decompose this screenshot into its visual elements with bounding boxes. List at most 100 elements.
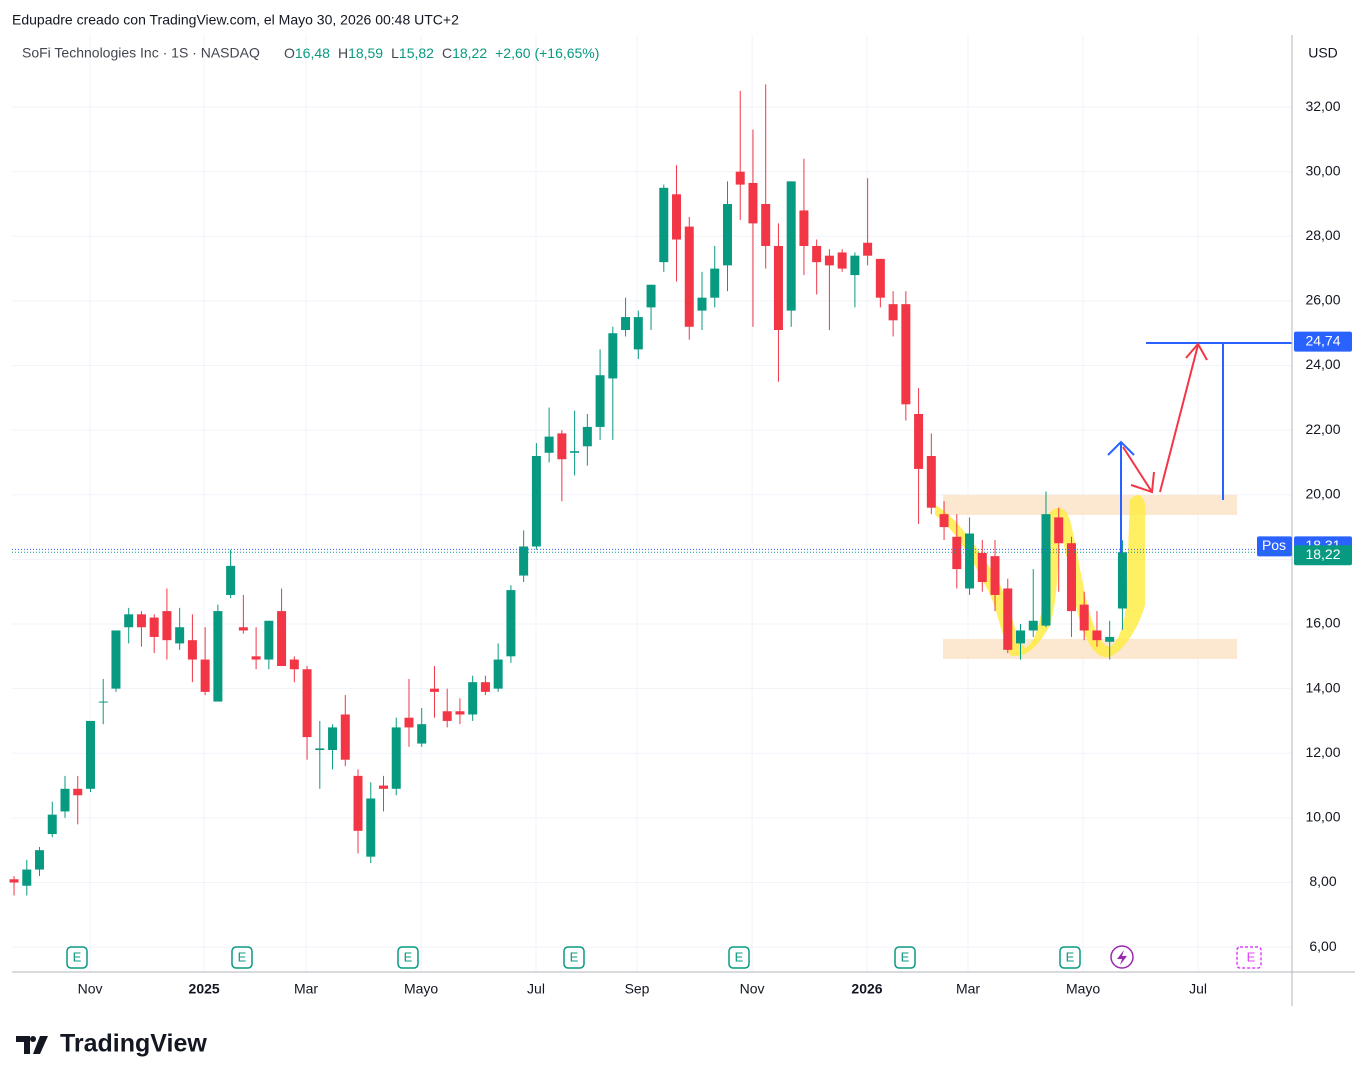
- y-tick-label: 8,00: [1309, 873, 1336, 889]
- candle-body: [582, 426, 592, 447]
- candle-body: [251, 656, 261, 660]
- candle-body: [213, 611, 223, 702]
- y-tick-label: 32,00: [1305, 98, 1340, 114]
- legend-item: C: [442, 45, 452, 61]
- candle-body: [187, 640, 197, 660]
- candle-body: [47, 814, 57, 835]
- legend-item: 18,59: [348, 45, 383, 61]
- frame: [12, 35, 1355, 1006]
- candle-body: [60, 788, 70, 812]
- header: Edupadre creado con TradingView.com, el …: [12, 12, 459, 28]
- price-tag-label: 18,22: [1305, 546, 1340, 562]
- earnings-icon: [231, 946, 253, 969]
- candle-body: [442, 711, 452, 721]
- resistance-zone: [943, 495, 1237, 515]
- candle-body: [544, 436, 554, 453]
- candle-body: [914, 414, 924, 469]
- candle-body: [1041, 514, 1051, 626]
- x-tick-label: Sep: [625, 981, 650, 997]
- candle-body: [85, 720, 95, 789]
- earnings-icon: [894, 946, 916, 969]
- candle-body: [136, 614, 146, 628]
- y-tick-label: 30,00: [1305, 162, 1340, 178]
- x-tick-label: Jul: [1189, 981, 1207, 997]
- candle-body: [939, 514, 949, 528]
- x-tick-label: Mayo: [404, 981, 438, 997]
- y-tick-label: 6,00: [1309, 938, 1336, 954]
- candle-body: [73, 788, 83, 796]
- candle-body: [1016, 630, 1026, 644]
- y-tick-label: 14,00: [1305, 679, 1340, 695]
- candle-body: [238, 627, 248, 631]
- earnings-label: E: [901, 949, 910, 964]
- earnings-icon: [1059, 946, 1081, 969]
- legend-item: H: [338, 45, 348, 61]
- candle-body: [98, 701, 108, 703]
- candle-body: [162, 611, 172, 641]
- y-tick-label: 24,00: [1305, 356, 1340, 372]
- candle-body: [1092, 630, 1102, 641]
- candle-body: [965, 533, 975, 589]
- candle-body: [1066, 543, 1076, 612]
- candle-body: [659, 187, 669, 263]
- candle-body: [850, 255, 860, 276]
- arrows: [1107, 342, 1292, 553]
- candle-body: [621, 317, 631, 330]
- split-bolt: [1117, 950, 1127, 965]
- candle-body: [455, 711, 465, 715]
- candle-body: [1105, 636, 1115, 642]
- candle-body: [875, 258, 885, 298]
- candle-body: [863, 242, 873, 256]
- candle-body: [379, 785, 389, 789]
- ohlc-legend: O16,48 H18,59 L15,82 C18,22 +2,60 (+16,65%): [284, 45, 599, 61]
- red-arrow: [1122, 446, 1153, 493]
- red-arrow-head: [1130, 471, 1155, 494]
- candle-body: [595, 375, 605, 427]
- candle-body: [824, 255, 834, 266]
- candle-body: [570, 451, 580, 453]
- y-tick-label: 20,00: [1305, 485, 1340, 501]
- candle-body: [506, 590, 516, 657]
- candle-body: [926, 456, 936, 508]
- legend-item: 16,48: [295, 45, 330, 61]
- price-tag: [1294, 331, 1352, 352]
- blue-arrow-head: [1107, 440, 1135, 456]
- candle-body: [710, 268, 720, 298]
- earnings-label: E: [404, 949, 413, 964]
- candle-body: [1079, 604, 1089, 631]
- price-tag: [1294, 545, 1352, 566]
- x-tick-label: Mayo: [1066, 981, 1100, 997]
- earnings-label: E: [73, 949, 82, 964]
- candle-body: [289, 659, 299, 670]
- earnings-label: E: [1066, 949, 1075, 964]
- candle-body: [786, 181, 796, 311]
- candle-body: [837, 252, 847, 269]
- y-tick-label: 12,00: [1305, 744, 1340, 760]
- candle-body: [353, 775, 363, 831]
- candle-body: [977, 552, 987, 583]
- candle-body: [799, 210, 809, 246]
- earnings-icon: [728, 946, 750, 969]
- y-tick-label: 26,00: [1305, 292, 1340, 308]
- candle-body: [149, 617, 159, 637]
- earnings-label: E: [735, 949, 744, 964]
- x-tick-label: Nov: [78, 981, 103, 997]
- candle-body: [417, 724, 427, 744]
- dividend-icon: [1236, 946, 1262, 969]
- earnings-icon: [563, 946, 585, 969]
- candle-body: [226, 565, 236, 595]
- earnings-icon: [66, 946, 88, 969]
- candle-body: [901, 304, 911, 405]
- candles: [9, 84, 1127, 896]
- candle-body: [124, 614, 134, 628]
- candle-body: [735, 171, 745, 185]
- candle-body: [264, 620, 274, 660]
- candle-body: [748, 182, 758, 224]
- candle-body: [391, 727, 401, 789]
- earnings-label: E: [570, 949, 579, 964]
- candle-body: [340, 714, 350, 760]
- candle-body: [35, 850, 45, 870]
- candle-body: [302, 669, 312, 738]
- candle-body: [557, 433, 567, 460]
